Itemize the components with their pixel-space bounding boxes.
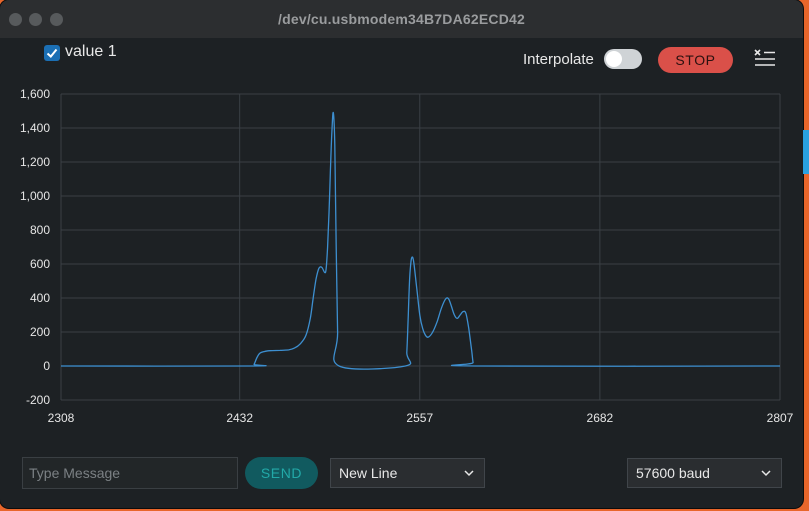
interpolate-toggle[interactable] — [604, 49, 642, 69]
interpolate-label: Interpolate — [523, 51, 594, 68]
baud-rate-select[interactable]: 57600 baud — [627, 458, 782, 488]
x-tick-label: 2682 — [587, 411, 614, 425]
x-tick-label: 2308 — [48, 411, 75, 425]
y-tick-label: 600 — [30, 257, 50, 271]
y-tick-label: 1,400 — [20, 121, 50, 135]
x-tick-label: 2432 — [226, 411, 253, 425]
zoom-window-button[interactable] — [50, 13, 63, 26]
stop-button[interactable]: STOP — [658, 47, 733, 73]
title-bar[interactable]: /dev/cu.usbmodem34B7DA62ECD42 — [0, 0, 803, 38]
series-line-value-1 — [60, 111, 781, 370]
y-axis: 1,600 1,400 1,200 1,000 800 600 400 200 0 -200 — [20, 87, 50, 407]
y-tick-label: 1,000 — [20, 189, 50, 203]
window-title: /dev/cu.usbmodem34B7DA62ECD42 — [278, 11, 525, 27]
send-button[interactable]: SEND — [245, 457, 318, 489]
clear-list-icon — [754, 49, 775, 66]
checkmark-icon — [46, 48, 58, 58]
y-tick-label: 1,200 — [20, 155, 50, 169]
clear-button[interactable] — [754, 48, 776, 68]
minimize-window-button[interactable] — [29, 13, 42, 26]
y-tick-label: 400 — [30, 291, 50, 305]
baud-rate-value: 57600 baud — [636, 465, 710, 481]
background-window-edge — [803, 130, 809, 174]
x-tick-label: 2557 — [406, 411, 433, 425]
close-window-button[interactable] — [9, 13, 22, 26]
series-lines — [60, 111, 781, 370]
series-checkbox[interactable] — [44, 45, 60, 61]
y-tick-label: 0 — [43, 359, 50, 373]
y-tick-label: 800 — [30, 223, 50, 237]
line-ending-select[interactable]: New Line — [330, 458, 485, 488]
y-tick-label: -200 — [26, 393, 50, 407]
y-tick-label: 1,600 — [20, 87, 50, 101]
series-label[interactable]: value 1 — [65, 43, 117, 60]
y-tick-label: 200 — [30, 325, 50, 339]
plot-area: 1,600 1,400 1,200 1,000 800 600 400 200 0 -200 23… — [20, 87, 794, 425]
chart-grid — [60, 93, 781, 401]
chevron-down-icon — [464, 470, 474, 477]
chevron-down-icon — [761, 470, 771, 477]
x-tick-label: 2807 — [767, 411, 794, 425]
toggle-knob — [606, 51, 622, 67]
message-input[interactable] — [22, 457, 238, 489]
line-ending-value: New Line — [339, 465, 398, 481]
x-axis: 2308 2432 2557 2682 2807 — [48, 411, 794, 425]
